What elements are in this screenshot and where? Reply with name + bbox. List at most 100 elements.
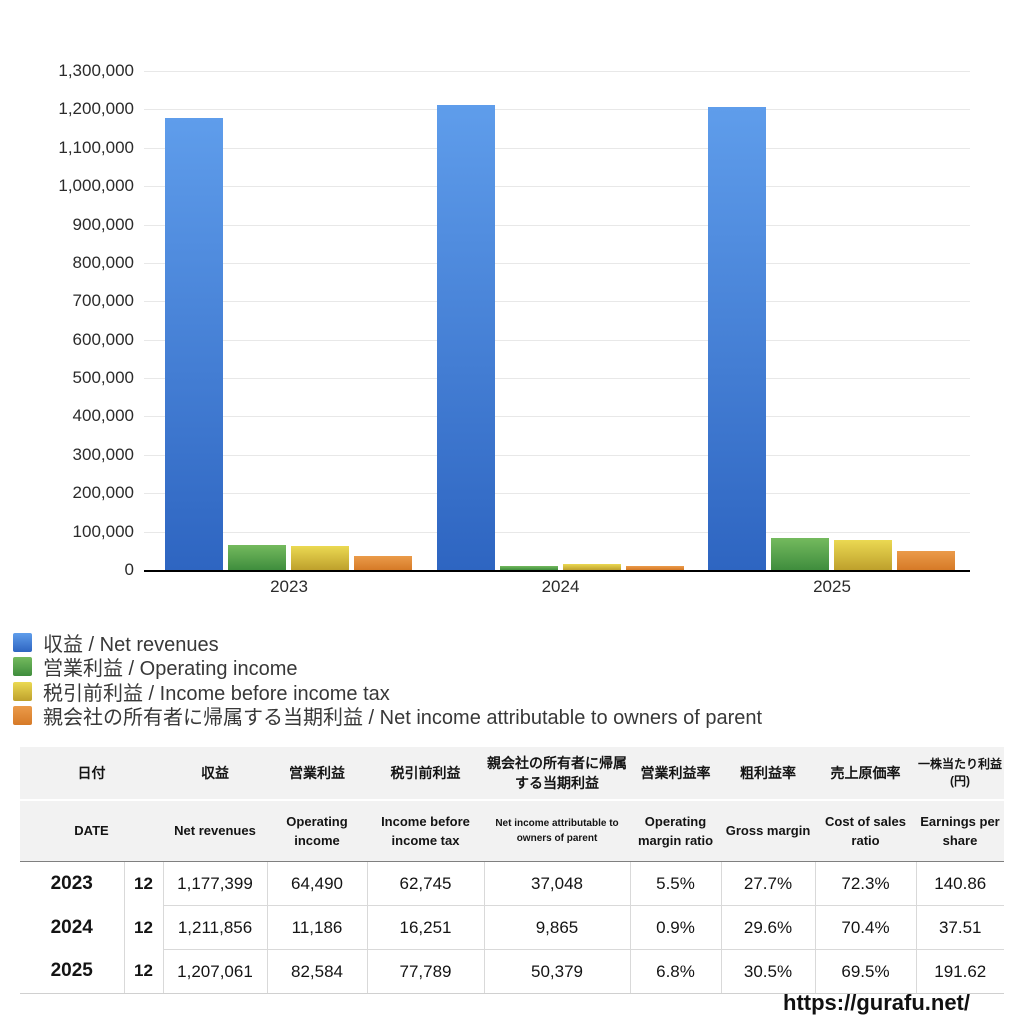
y-tick-label: 100,000 xyxy=(72,521,134,541)
table-header-cell-jp: 営業利益 xyxy=(267,747,367,801)
table-header-cell-en: Net revenues xyxy=(163,800,267,862)
value-cell: 16,251 xyxy=(367,905,485,950)
table-header-cell-jp: 一株当たり利益(円) xyxy=(916,747,1004,801)
bar-chart: 0 100,000 200,000 300,000 400,000 500,000 600,… xyxy=(4,62,970,596)
value-cell: 5.5% xyxy=(630,861,722,906)
y-tick-label: 700,000 xyxy=(72,291,134,311)
value-cell: 64,490 xyxy=(267,861,368,906)
gridline xyxy=(144,454,970,456)
table-header-cell-en: Income before income tax xyxy=(367,800,484,862)
y-tick-label: 1,000,000 xyxy=(58,176,134,196)
gridline xyxy=(144,224,970,226)
value-cell: 1,211,856 xyxy=(163,905,268,950)
legend-label: 親会社の所有者に帰属する当期利益 / Net income attributab… xyxy=(43,707,763,730)
table-header-cell-en: Net income attributable to owners of par… xyxy=(484,800,630,862)
y-tick-label: 0 xyxy=(124,560,134,579)
bar-2025-series1 xyxy=(771,538,829,570)
table-header-cell-jp: 売上原価率 xyxy=(815,747,916,801)
table-header-cell-jp: 税引前利益 xyxy=(367,747,484,801)
bar-2023-series3 xyxy=(354,555,412,570)
x-tick-label: 2025 xyxy=(813,577,851,596)
table-row: 2023 12 1,177,399 64,490 62,745 37,048 5.5% 27.… xyxy=(20,861,1004,906)
legend-label: 税引前利益 / Income before income tax xyxy=(43,682,390,705)
table-row: 2025 12 1,207,061 82,584 77,789 50,379 6.8% 30.… xyxy=(20,949,1004,994)
value-cell: 1,207,061 xyxy=(163,949,268,994)
month-cell: 12 xyxy=(124,905,164,950)
table-body: 2023 12 1,177,399 64,490 62,745 37,048 5.5% 27.… xyxy=(20,861,1004,994)
bar-2024-series0 xyxy=(436,104,495,570)
gridline xyxy=(144,147,970,149)
table-header: 日付 収益 営業利益 税引前利益 親会社の所有者に帰属する当期利益 営業利益率 粗利益率 売上… xyxy=(20,747,1004,862)
legend-item: 税引前利益 / Income before income tax xyxy=(13,679,762,705)
value-cell: 0.9% xyxy=(630,905,722,950)
bar-2025-series0 xyxy=(708,106,766,570)
gridline xyxy=(144,71,970,72)
value-cell: 77,789 xyxy=(367,949,485,994)
x-tick-label: 2023 xyxy=(270,577,308,596)
legend-item: 収益 / Net revenues xyxy=(13,630,762,656)
y-tick-label: 200,000 xyxy=(72,483,134,503)
legend-swatch-icon xyxy=(13,657,32,677)
value-cell: 11,186 xyxy=(267,905,368,950)
value-cell: 70.4% xyxy=(815,905,917,950)
legend-swatch-icon xyxy=(13,632,32,652)
value-cell: 140.86 xyxy=(934,873,987,893)
table-header-row-jp: 日付 収益 営業利益 税引前利益 親会社の所有者に帰属する当期利益 営業利益率 粗利益率 売上… xyxy=(20,747,1004,801)
gridline xyxy=(144,531,970,533)
table-header-cell-en: Operating margin ratio xyxy=(630,800,721,862)
bar-2024-series2 xyxy=(562,563,621,570)
value-cell: 1,177,399 xyxy=(163,861,268,906)
legend-swatch-icon xyxy=(13,706,32,726)
y-tick-label: 1,100,000 xyxy=(58,137,134,157)
table-header-cell-jp: 営業利益率 xyxy=(630,747,721,801)
y-tick-label: 800,000 xyxy=(72,252,134,272)
x-tick-label: 2024 xyxy=(541,577,580,596)
year-cell: 2025 xyxy=(20,949,125,994)
legend-item: 営業利益 / Operating income xyxy=(13,655,762,680)
gridline xyxy=(144,109,970,111)
table-header-cell-en: DATE xyxy=(20,800,163,862)
legend-swatch-icon xyxy=(13,681,32,701)
y-tick-label: 400,000 xyxy=(72,406,134,426)
table-header-cell-jp: 日付 xyxy=(20,747,163,801)
table-header-cell-en: Earnings per share xyxy=(916,800,1004,862)
legend-label: 収益 / Net revenues xyxy=(43,633,219,656)
bar-2023-series2 xyxy=(291,545,349,570)
financial-table: 日付 収益 営業利益 税引前利益 親会社の所有者に帰属する当期利益 営業利益率 粗利益率 売上… xyxy=(20,747,1004,994)
y-tick-label: 300,000 xyxy=(72,444,134,464)
value-cell: 9,865 xyxy=(484,905,631,950)
y-tick-label: 900,000 xyxy=(72,214,134,234)
table-header-cell-en: Gross margin xyxy=(721,800,815,862)
table-header-cell-jp: 粗利益率 xyxy=(721,747,815,801)
plot-area xyxy=(144,71,970,572)
bar-2024-series1 xyxy=(499,565,558,570)
footer-url[interactable]: https://gurafu.net/ xyxy=(783,990,970,1015)
bar-2024-series3 xyxy=(625,566,684,570)
value-cell: 27.7% xyxy=(721,861,816,906)
gridline xyxy=(144,416,970,418)
chart-legend: 収益 / Net revenues 営業利益 / Operating income… xyxy=(13,630,763,730)
legend-label: 営業利益 / Operating income xyxy=(43,658,298,681)
y-tick-label: 500,000 xyxy=(72,368,134,388)
bar-2023-series0 xyxy=(165,118,223,570)
value-cell: 69.5% xyxy=(815,949,917,994)
y-tick-label: 1,300,000 xyxy=(58,61,134,80)
bar-2025-series2 xyxy=(834,540,892,570)
table-row: 2024 12 1,211,856 11,186 16,251 9,865 0.9% 29.6… xyxy=(20,905,1004,950)
y-tick-label: 600,000 xyxy=(72,329,134,349)
value-cell: 37.51 xyxy=(916,905,1004,950)
value-cell: 6.8% xyxy=(630,949,722,994)
value-cell: 82,584 xyxy=(267,949,368,994)
gridline xyxy=(144,378,970,380)
gridline xyxy=(144,186,970,188)
table-header-cell-en: Cost of sales ratio xyxy=(815,800,916,862)
value-cell: 62,745 xyxy=(367,861,485,906)
month-cell: 12 xyxy=(124,861,164,906)
value-cell: 50,379 xyxy=(484,949,631,994)
value-cell: 37,048 xyxy=(484,861,631,906)
table-header-cell-en: Operating income xyxy=(267,800,367,862)
value-cell: 29.6% xyxy=(721,905,816,950)
y-axis-labels: 0 100,000 200,000 300,000 400,000 500,000 600,… xyxy=(4,62,134,579)
value-cell: 191.62 xyxy=(916,949,1004,994)
